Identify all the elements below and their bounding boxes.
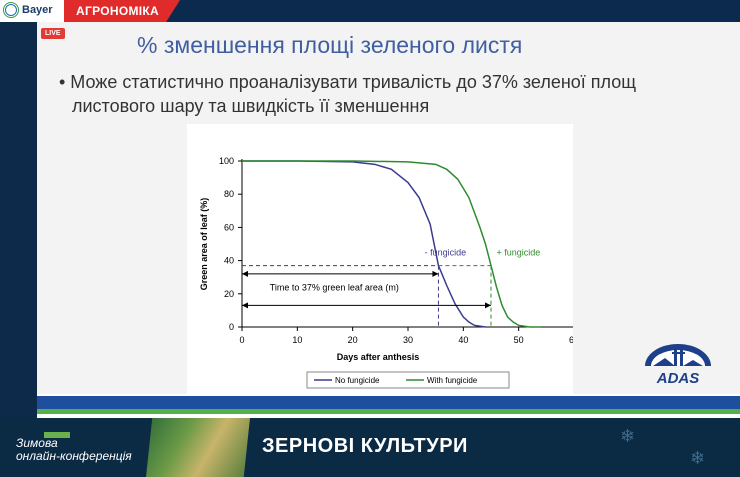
x-tick-label: 30 [403,335,413,345]
slide-title: % зменшення площі зеленого листя [137,32,523,58]
footer-banner: Зимова онлайн-конференція ЗЕРНОВІ КУЛЬТУ… [0,418,740,477]
chart-annotation: + fungicide [497,248,541,258]
section-label: АГРОНОМІКА [76,4,159,18]
time-arrow-with-fungicide-head-left [242,302,248,309]
chart-annotation: Time to 37% green leaf area (m) [270,282,399,292]
brand-name: Bayer [22,4,53,16]
adas-text: ADAS [656,370,700,386]
conference-label: Зимова онлайн-конференція [16,437,132,463]
chart-annotation: - fungicide [425,248,467,258]
bayer-cross-icon [3,2,19,18]
adas-logo: ADAS [645,344,711,386]
top-bar: Bayer АГРОНОМІКА [0,0,740,22]
y-tick-label: 100 [219,156,234,166]
live-badge: LIVE [41,28,65,39]
section-tab: АГРОНОМІКА [64,0,180,22]
y-tick-label: 80 [224,189,234,199]
x-axis-label: Days after anthesis [337,352,420,362]
snowflake-icon: ❄ [620,426,636,446]
time-arrow-with-fungicide-head-right [485,302,491,309]
wheat-image [146,418,250,477]
conference-line-2: онлайн-конференція [16,449,132,463]
presentation-slide: LIVE % зменшення площі зеленого листя • … [37,22,740,418]
x-tick-label: 20 [348,335,358,345]
x-tick-label: 40 [458,335,468,345]
y-tick-label: 0 [229,322,234,332]
slide-stripe-green [37,409,740,414]
y-tick-label: 60 [224,222,234,232]
conference-line-1: Зимова [16,436,58,450]
series-line-no-fungicide [242,160,486,328]
slide-bullet: • Може статистично проаналізувати тривал… [59,70,739,118]
legend-label: With fungicide [427,376,478,385]
green-leaf-area-chart: 0 20 40 60 80 100 0 10 20 30 40 50 60 Days after anth… [199,156,579,389]
x-tick-label: 0 [239,335,244,345]
slide-stripe-blue [37,396,740,409]
footer-title: ЗЕРНОВІ КУЛЬТУРИ [262,435,468,457]
legend-label: No fungicide [335,376,380,385]
chart-container: 0 20 40 60 80 100 0 10 20 30 40 50 60 Days after anth… [187,124,579,396]
y-axis-label: Green area of leaf (%) [199,198,209,291]
bayer-logo-box: Bayer [0,0,64,22]
snowflake-icon: ❄ [690,448,706,468]
chart-legend: No fungicide With fungicide [306,371,510,389]
series-line-with-fungicide [242,160,541,328]
y-tick-label: 20 [224,289,234,299]
season-badge [44,432,70,438]
y-tick-label: 40 [224,256,234,266]
bullet-line-2: листового шару та швидкість її зменшення [72,96,430,116]
time-arrow-no-fungicide-head-left [242,270,248,277]
x-tick-label: 10 [292,335,302,345]
x-tick-label: 50 [514,335,524,345]
time-arrow-no-fungicide-head-right [432,270,439,277]
x-tick-label: 60 [569,335,573,345]
bullet-line-1: • Може статистично проаналізувати тривал… [59,72,637,92]
